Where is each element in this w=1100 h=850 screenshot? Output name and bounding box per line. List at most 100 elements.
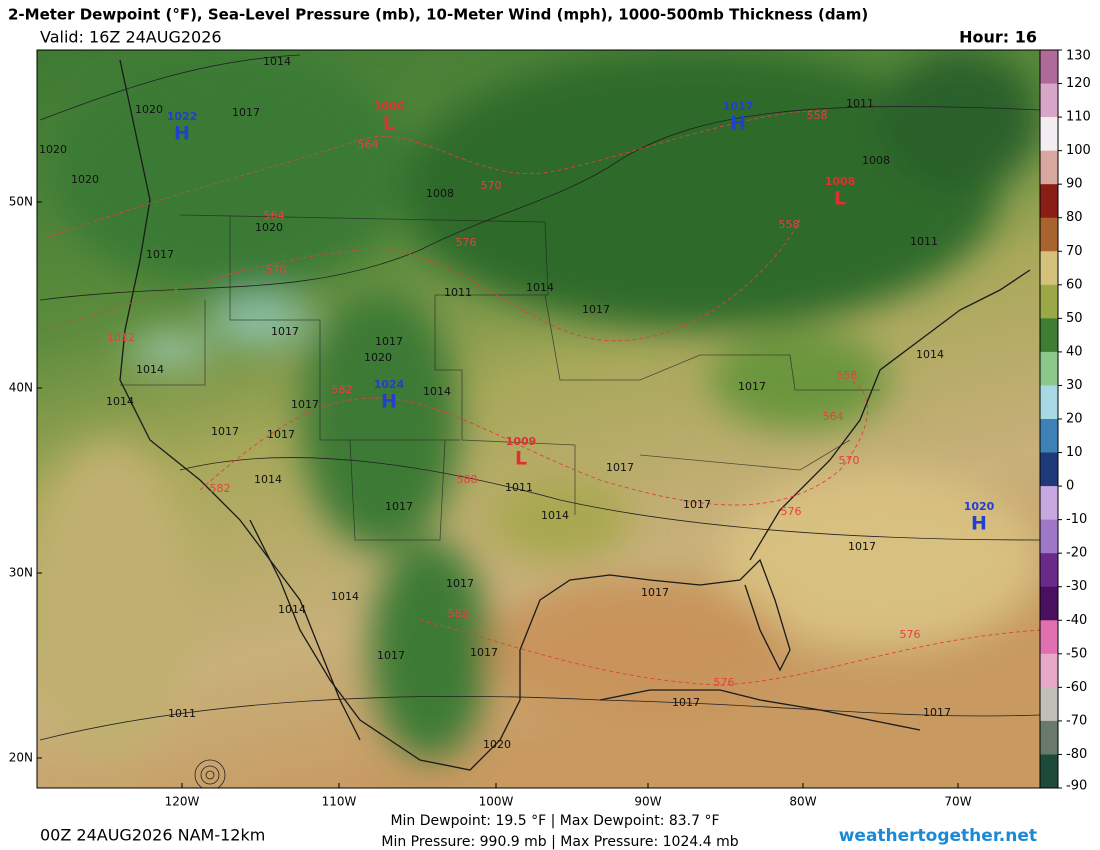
colorbar-label: 40 — [1066, 344, 1083, 359]
colorbar-label: -80 — [1066, 747, 1087, 762]
colorbar-label: 20 — [1066, 412, 1083, 427]
isobar-label: 1011 — [910, 235, 938, 248]
longitude-label: 90W — [634, 795, 661, 809]
colorbar-segment — [1040, 553, 1058, 588]
thickness-label: 564 — [264, 209, 285, 222]
model-run: 00Z 24AUG2026 NAM-12km — [40, 826, 265, 845]
thickness-label: 582 — [332, 383, 353, 396]
thickness-label: 576 — [714, 676, 735, 689]
thickness-label: 558 — [807, 109, 828, 122]
isobar-label: 1011 — [168, 707, 196, 720]
colorbar-label: 30 — [1066, 378, 1083, 393]
thickness-label: 582 — [210, 482, 231, 495]
colorbar-segment — [1040, 117, 1058, 152]
isobar-label: 1017 — [232, 106, 260, 119]
isobar-label: 1017 — [146, 248, 174, 261]
isobar-label: 1020 — [255, 221, 283, 234]
thickness-label: 564 — [358, 138, 379, 151]
colorbar-label: -20 — [1066, 546, 1087, 561]
colorbar-segment — [1040, 251, 1058, 286]
isobar-label: 1017 — [385, 500, 413, 513]
isobar-label: 1017 — [923, 706, 951, 719]
colorbar-segment — [1040, 586, 1058, 621]
isobar-label: 1020 — [135, 103, 163, 116]
colorbar-label: 90 — [1066, 177, 1083, 192]
isobar-label: 1020 — [39, 143, 67, 156]
isobar-label: 1017 — [446, 577, 474, 590]
thickness-label: 576 — [456, 236, 477, 249]
thickness-label: 558 — [837, 369, 858, 382]
isobar-label: 1014 — [541, 509, 569, 522]
center-letter: H — [381, 391, 397, 413]
thickness-label: 570 — [481, 179, 502, 192]
colorbar-label: -60 — [1066, 680, 1087, 695]
colorbar-label: 10 — [1066, 445, 1083, 460]
colorbar-segment — [1040, 452, 1058, 487]
colorbar-segment — [1040, 486, 1058, 521]
longitude-label: 110W — [322, 795, 357, 809]
colorbar-label: -40 — [1066, 613, 1087, 628]
colorbar-label: 70 — [1066, 244, 1083, 259]
thickness-label: 570 — [839, 454, 860, 467]
colorbar-frame — [1039, 49, 1059, 789]
thickness-label: 564 — [823, 410, 844, 423]
isobar-label: 1008 — [862, 154, 890, 167]
center-letter: L — [834, 188, 846, 210]
thickness-label: 582 — [448, 607, 469, 620]
isobar-label: 1014 — [136, 363, 164, 376]
colorbar-label: 50 — [1066, 311, 1083, 326]
forecast-hour: Hour: 16 — [959, 28, 1037, 47]
isobar-label: 1017 — [375, 335, 403, 348]
center-pressure: 1022 — [167, 110, 198, 123]
isobar-label: 1017 — [211, 425, 239, 438]
colorbar: 1301201101009080706050403020100-10-20-30… — [1039, 49, 1091, 794]
thickness-label: 1012 — [107, 331, 135, 344]
longitude-label: 100W — [479, 795, 514, 809]
colorbar-label: 120 — [1066, 76, 1091, 91]
center-pressure: 1009 — [506, 435, 537, 448]
isobar-label: 1017 — [641, 586, 669, 599]
isobars — [39, 54, 1040, 788]
colorbar-segment — [1040, 385, 1058, 420]
center-pressure: 1017 — [723, 100, 754, 113]
longitude-label: 70W — [944, 795, 971, 809]
isobar-label: 1014 — [526, 281, 554, 294]
thickness-label: 558 — [779, 218, 800, 231]
colorbar-label: 60 — [1066, 277, 1083, 292]
thickness-contours — [39, 109, 1040, 686]
site-credit: weathertogether.net — [839, 826, 1037, 846]
isobar-label: 1011 — [846, 97, 874, 110]
latitude-label: 20N — [9, 751, 33, 765]
colorbar-label: 80 — [1066, 210, 1083, 225]
center-letter: L — [383, 113, 395, 135]
colorbar-segment — [1040, 653, 1058, 688]
isobar-label: 1017 — [683, 498, 711, 511]
colorbar-segment — [1040, 351, 1058, 386]
isobar-label: 1017 — [738, 380, 766, 393]
colorbar-label: -30 — [1066, 579, 1087, 594]
title: 2-Meter Dewpoint (°F), Sea-Level Pressur… — [8, 6, 868, 24]
colorbar-label: -70 — [1066, 713, 1087, 728]
colorbar-segment — [1040, 83, 1058, 118]
colorbar-label: 110 — [1066, 110, 1091, 125]
isobar-label: 1017 — [848, 540, 876, 553]
map-area — [37, 50, 1040, 788]
isobar-label: 1017 — [267, 428, 295, 441]
isobar-label: 1020 — [483, 738, 511, 751]
isobar-label: 1011 — [505, 481, 533, 494]
isobar-label: 1017 — [377, 649, 405, 662]
isobar-label: 1020 — [364, 351, 392, 364]
thickness-label: 570 — [266, 263, 287, 276]
colorbar-label: -10 — [1066, 512, 1087, 527]
isobar-label: 1014 — [423, 385, 451, 398]
longitude-label: 80W — [789, 795, 816, 809]
isobar-label: 1017 — [291, 398, 319, 411]
isobar-label: 1008 — [426, 187, 454, 200]
dewpoint-range: Min Dewpoint: 19.5 °F | Max Dewpoint: 83… — [390, 813, 719, 829]
center-pressure: 1024 — [374, 378, 405, 391]
colorbar-segment — [1040, 284, 1058, 319]
isobar-label: 1017 — [470, 646, 498, 659]
latitude-label: 50N — [9, 195, 33, 209]
isobar-label: 1014 — [331, 590, 359, 603]
